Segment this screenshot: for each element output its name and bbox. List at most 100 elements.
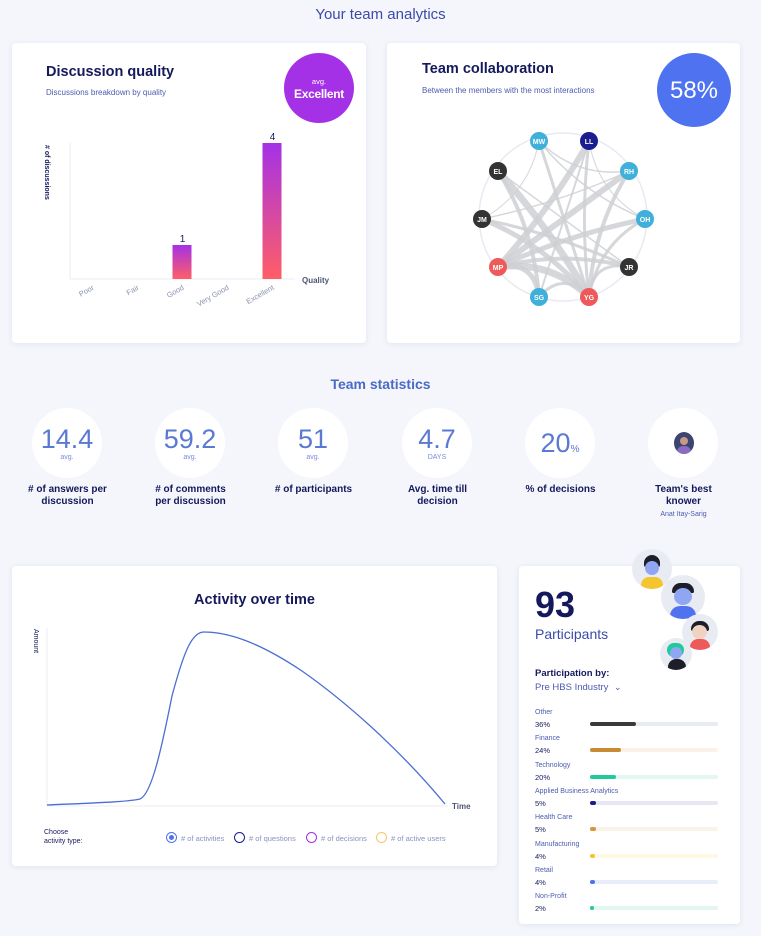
discussion-quality-chart: # of discussions Quality Poor Fair 1 Good Ve… [43,132,330,309]
activity-x-label: Time [452,802,471,811]
participation-bar-fill [590,748,621,753]
member-initials: SG [534,295,545,302]
radio-label: # of questions [249,834,296,843]
stat-unit: avg. [60,454,74,461]
network-edge [497,170,630,268]
collaboration-percent-badge: 58% [657,53,731,127]
participation-percent: 24% [535,746,551,756]
member-node-oh[interactable] [636,210,654,228]
participation-bar-fill [590,906,594,911]
participation-bar-track [590,827,718,832]
discussion-quality-card: Discussion quality Discussions breakdown… [12,43,366,343]
radio-ring [234,832,245,843]
participation-percent: 36% [535,720,551,729]
x-tick-label: Excellent [245,282,277,305]
stat-circle: 59.2 avg. [155,408,225,478]
team-statistics-title: Team statistics [330,376,431,392]
participation-bar-fill [590,827,597,832]
member-node-jr[interactable] [620,258,638,276]
avg-quality-badge: avg. Excellent [284,53,354,123]
stat-circle: 20% [525,408,595,478]
participation-percent: 20% [535,772,551,782]
member-initials: MW [533,139,546,146]
participation-category: Health Care [535,814,573,822]
participant-avatar [661,575,705,619]
member-node-mw[interactable] [530,132,548,150]
stat-value: 51 [297,424,329,454]
network-edge [582,139,591,299]
participation-percent: 4% [535,851,546,861]
x-tick-label: Fair [125,283,141,298]
best-knower-avatar[interactable] [674,432,694,454]
network-edge [588,140,646,220]
x-tick-label: Very Good [195,283,230,309]
discussion-quality-subtitle: Discussions breakdown by quality [46,88,167,97]
member-node-el[interactable] [489,162,507,180]
participation-bar-track [590,906,718,911]
avatar-face [692,625,707,639]
team-collaboration-title: Team collaboration [422,61,554,77]
choose-activity-label: Choose activity type: [44,828,83,846]
member-initials: JR [625,265,634,272]
member-node-rh[interactable] [620,162,638,180]
avatar-face [674,588,692,605]
member-initials: LL [585,139,594,146]
network-edge [538,140,646,220]
participation-category: Other [535,709,553,716]
stat-label: % of decisions [525,484,596,495]
radio-dot [169,835,174,840]
choose-label-line-1: Choose [44,829,69,836]
member-initials: JM [477,217,487,224]
best-knower-name[interactable]: Anat Itay-Sarig [660,511,707,518]
activity-y-label: Amount [32,629,39,653]
stat-label: # of answers per discussion [28,484,107,507]
network-edge [481,140,540,220]
network-edge [587,169,631,299]
radio-ring [306,832,317,843]
avatar-body [690,639,710,650]
stat-value: 4.7 [418,424,456,454]
participation-bar-fill [590,853,596,858]
participation-category: Manufacturing [535,840,580,848]
member-node-jm[interactable] [473,210,491,228]
member-node-ll[interactable] [580,132,598,150]
network-edge [481,170,630,220]
avatar-face [680,437,688,445]
participation-category: Applied Business Analytics [535,787,619,795]
participation-bar-track [590,722,718,726]
radio-label: # of decisions [321,834,367,843]
participation-bar-track [590,800,718,805]
discussion-quality-title: Discussion quality [46,64,175,80]
member-initials: YG [584,295,595,302]
stat-circle: 4.7 DAYS [402,408,472,478]
stat-value-number: 20 [540,428,571,458]
participation-bar-fill [590,774,616,779]
stat-value: 59.2 [163,424,217,454]
x-axis-label: Quality [302,276,330,285]
member-node-mp[interactable] [489,258,507,276]
participation-percent: 5% [535,798,546,808]
member-node-sg[interactable] [530,288,548,306]
stat-label: Team's best knower [655,484,712,507]
member-initials: MP [493,265,504,272]
member-node-yg[interactable] [580,288,598,306]
participation-percent: 5% [535,825,546,835]
stat-unit: DAYS [427,454,447,461]
avatar-face [670,647,682,659]
bar-excellent [262,143,282,279]
activity-line [46,631,446,806]
participants-label: Participants [535,626,609,642]
activity-over-time-card: Activity over time Amount Time Choose ac… [12,566,497,866]
stat-label: Avg. time till decision [407,484,468,507]
avatar-face [645,561,659,575]
stat-label: # of comments per discussion [155,484,226,507]
stat-circle: 51 avg. [278,408,348,478]
network-edge [538,140,630,173]
stat-value: 14.4 [40,424,94,454]
stat-label: # of participants [274,484,353,495]
member-initials: EL [494,169,504,176]
member-initials: OH [640,217,651,224]
participation-filter-dropdown[interactable]: Pre HBS Industry ⌄ [535,682,622,693]
participation-bar-track [590,853,718,858]
participation-category: Finance [535,735,560,743]
